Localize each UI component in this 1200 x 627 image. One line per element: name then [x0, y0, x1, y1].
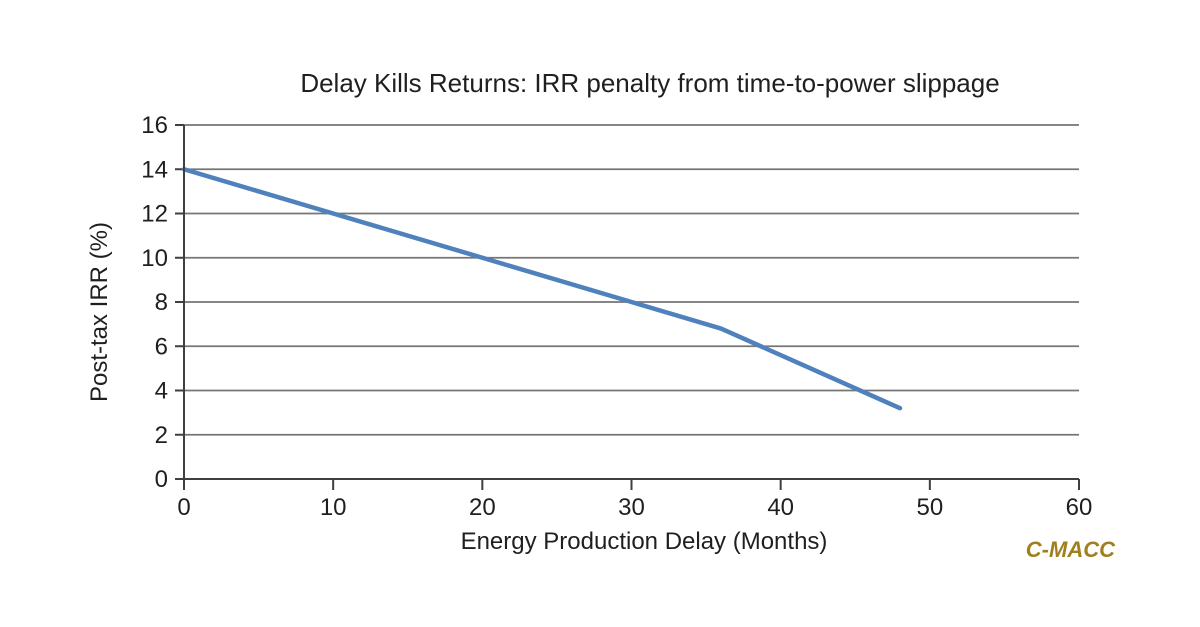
chart-title: Delay Kills Returns: IRR penalty from ti… — [300, 68, 1000, 98]
y-tick-label: 14 — [141, 156, 168, 183]
x-tick-label: 0 — [177, 494, 190, 521]
x-tick-label: 10 — [320, 494, 347, 521]
x-tick-label: 30 — [618, 494, 645, 521]
x-tick-label: 20 — [469, 494, 496, 521]
cmacc-logo: C-MACC — [1025, 537, 1115, 562]
irr-line — [181, 167, 903, 411]
x-tick-label: 50 — [916, 494, 943, 521]
y-tick-label: 16 — [141, 112, 168, 139]
y-tick-label: 2 — [155, 422, 168, 449]
x-tick-label: 60 — [1066, 494, 1093, 521]
y-tick-label: 4 — [155, 378, 168, 405]
y-tick-label: 8 — [155, 289, 168, 316]
x-axis-title: Energy Production Delay (Months) — [460, 528, 828, 555]
y-tick-label: 12 — [141, 201, 168, 228]
x-tick-label: 40 — [767, 494, 794, 521]
y-tick-label: 10 — [141, 245, 168, 272]
y-tick-label: 6 — [155, 333, 168, 360]
y-tick-label: 0 — [155, 466, 168, 493]
